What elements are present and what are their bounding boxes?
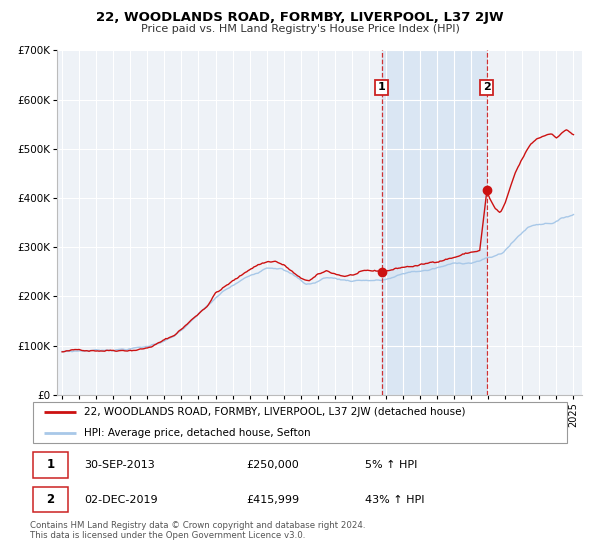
Text: 2: 2 xyxy=(46,493,55,506)
Text: HPI: Average price, detached house, Sefton: HPI: Average price, detached house, Seft… xyxy=(84,428,311,438)
Text: 2: 2 xyxy=(483,82,491,92)
Text: Contains HM Land Registry data © Crown copyright and database right 2024.: Contains HM Land Registry data © Crown c… xyxy=(30,521,365,530)
Text: 1: 1 xyxy=(46,458,55,472)
Text: £250,000: £250,000 xyxy=(246,460,299,470)
Text: 5% ↑ HPI: 5% ↑ HPI xyxy=(365,460,417,470)
Text: 30-SEP-2013: 30-SEP-2013 xyxy=(84,460,155,470)
Text: 02-DEC-2019: 02-DEC-2019 xyxy=(84,494,158,505)
Text: This data is licensed under the Open Government Licence v3.0.: This data is licensed under the Open Gov… xyxy=(30,531,305,540)
Bar xyxy=(382,50,487,395)
Text: 22, WOODLANDS ROAD, FORMBY, LIVERPOOL, L37 2JW (detached house): 22, WOODLANDS ROAD, FORMBY, LIVERPOOL, L… xyxy=(84,407,466,417)
FancyBboxPatch shape xyxy=(33,452,68,478)
Text: 22, WOODLANDS ROAD, FORMBY, LIVERPOOL, L37 2JW: 22, WOODLANDS ROAD, FORMBY, LIVERPOOL, L… xyxy=(96,11,504,24)
Text: 1: 1 xyxy=(378,82,386,92)
FancyBboxPatch shape xyxy=(33,487,68,512)
Text: £415,999: £415,999 xyxy=(246,494,299,505)
Text: 43% ↑ HPI: 43% ↑ HPI xyxy=(365,494,424,505)
Text: Price paid vs. HM Land Registry's House Price Index (HPI): Price paid vs. HM Land Registry's House … xyxy=(140,24,460,34)
FancyBboxPatch shape xyxy=(33,402,568,443)
